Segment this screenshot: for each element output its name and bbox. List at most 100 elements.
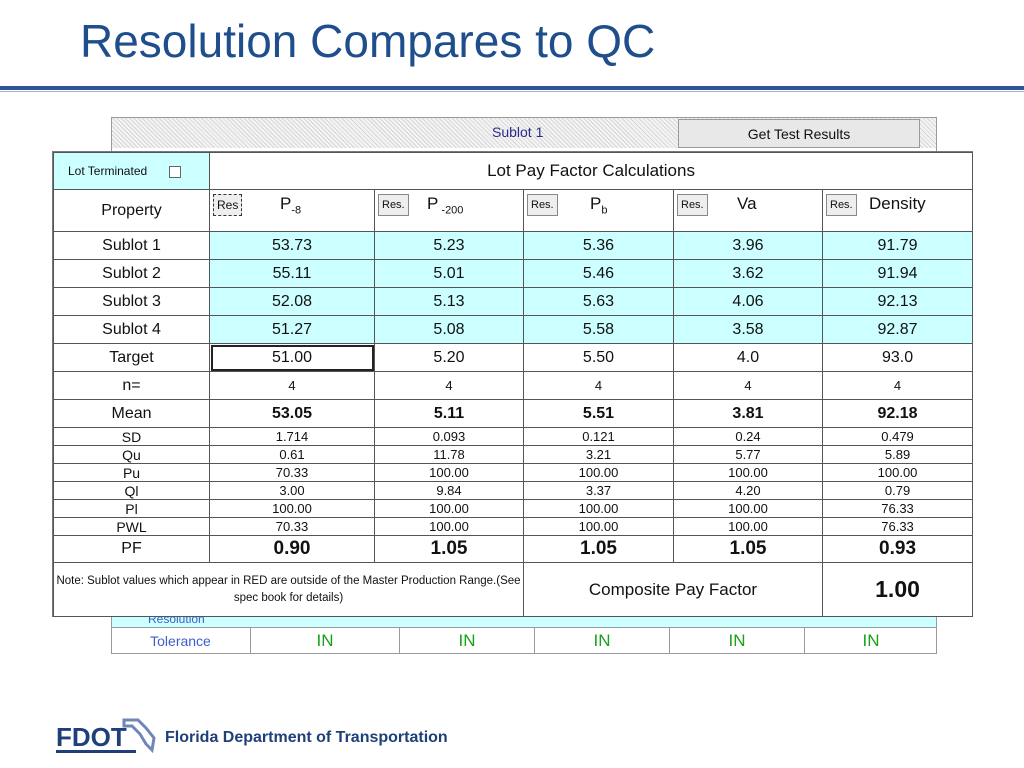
table-cell[interactable]: 91.79 (821, 231, 974, 260)
tolerance-value: IN (250, 628, 399, 654)
composite-pay-factor-value: 1.00 (821, 562, 974, 617)
table-cell[interactable]: 51.27 (209, 315, 375, 344)
table-cell[interactable]: 91.94 (821, 259, 974, 288)
row-label: Sublot 1 (53, 231, 210, 260)
table-row: Mean 53.05 5.11 5.51 3.81 92.18 (53, 399, 974, 428)
table-cell: 4 (673, 371, 823, 400)
table-cell[interactable]: 55.11 (209, 259, 375, 288)
logo-text: FDOT (56, 722, 127, 752)
composite-pay-factor-label: Composite Pay Factor (523, 562, 823, 617)
table-cell: 100.00 (523, 517, 674, 536)
table-row: Pl 100.00 100.00 100.00 100.00 76.33 (53, 499, 974, 518)
row-label: SD (53, 427, 210, 446)
lot-terminated-label: Lot Terminated (68, 164, 148, 178)
table-cell: 4 (523, 371, 674, 400)
column-header: Res. Pb (523, 189, 674, 232)
title-divider-thin (0, 91, 1024, 92)
table-cell[interactable]: 3.96 (673, 231, 823, 260)
row-label: Sublot 3 (53, 287, 210, 316)
table-cell[interactable]: 5.46 (523, 259, 674, 288)
row-label: Target (53, 343, 210, 372)
table-cell: 92.18 (821, 399, 974, 428)
lot-terminated-cell: Lot Terminated (53, 152, 210, 190)
row-label: PWL (53, 517, 210, 536)
res-button[interactable]: Res. (677, 194, 708, 216)
table-cell[interactable]: 5.36 (523, 231, 674, 260)
table-row: Sublot 2 55.11 5.01 5.46 3.62 91.94 (53, 259, 974, 288)
table-row: SD 1.714 0.093 0.121 0.24 0.479 (53, 427, 974, 446)
table-cell[interactable]: 93.0 (821, 343, 974, 372)
table-cell[interactable]: 3.58 (673, 315, 823, 344)
table-cell: 70.33 (209, 517, 375, 536)
res-button[interactable]: Res. (378, 194, 409, 216)
table-row: Ql 3.00 9.84 3.37 4.20 0.79 (53, 481, 974, 500)
table-cell: 4 (209, 371, 375, 400)
table-cell[interactable]: 5.50 (523, 343, 674, 372)
table-cell: 100.00 (374, 499, 524, 518)
table-cell: 100.00 (821, 463, 974, 482)
table-row: PWL 70.33 100.00 100.00 100.00 76.33 (53, 517, 974, 536)
table-cell: 0.479 (821, 427, 974, 446)
table-cell[interactable]: 51.00 (209, 343, 375, 372)
table-cell: 11.78 (374, 445, 524, 464)
table-row: Sublot 3 52.08 5.13 5.63 4.06 92.13 (53, 287, 974, 316)
fdot-logo: FDOT (56, 718, 156, 754)
table-cell[interactable]: 52.08 (209, 287, 375, 316)
table-cell: 53.05 (209, 399, 375, 428)
tolerance-value: IN (399, 628, 534, 654)
res-button[interactable]: Res. (527, 194, 558, 216)
column-label: Density (869, 194, 926, 213)
table-cell: 1.05 (374, 535, 524, 563)
table-cell[interactable]: 92.87 (821, 315, 974, 344)
table-row: Sublot 4 51.27 5.08 5.58 3.58 92.87 (53, 315, 974, 344)
table-cell[interactable]: 4.0 (673, 343, 823, 372)
table-cell[interactable]: 5.58 (523, 315, 674, 344)
table-cell[interactable]: 5.20 (374, 343, 524, 372)
table-cell: 100.00 (523, 463, 674, 482)
table-cell: 5.77 (673, 445, 823, 464)
sublot-label: Sublot 1 (492, 124, 544, 140)
composite-row: Note: Sublot values which appear in RED … (53, 562, 974, 617)
table-cell: 1.714 (209, 427, 375, 446)
column-header: Res. Va (673, 189, 823, 232)
res-button[interactable]: Res. (826, 194, 857, 216)
get-test-results-button[interactable]: Get Test Results (678, 119, 920, 148)
row-label: Mean (53, 399, 210, 428)
dialog-title: Lot Pay Factor Calculations (208, 152, 974, 190)
table-cell: 76.33 (821, 499, 974, 518)
table-cell[interactable]: 53.73 (209, 231, 375, 260)
table-cell: 3.37 (523, 481, 674, 500)
tolerance-row: Tolerance IN IN IN IN IN (112, 627, 936, 654)
table-row: PF 0.90 1.05 1.05 1.05 0.93 (53, 535, 974, 563)
column-label: P-8 (280, 194, 302, 217)
row-label: n= (53, 371, 210, 400)
table-cell[interactable]: 5.23 (374, 231, 524, 260)
column-label: Va (737, 194, 757, 213)
table-cell: 3.00 (209, 481, 375, 500)
table-cell: 70.33 (209, 463, 375, 482)
table-cell: 5.51 (523, 399, 674, 428)
table-cell: 0.79 (821, 481, 974, 500)
table-cell: 5.11 (374, 399, 524, 428)
table-cell[interactable]: 92.13 (821, 287, 974, 316)
table-cell[interactable]: 5.01 (374, 259, 524, 288)
table-cell: 100.00 (673, 499, 823, 518)
table-cell: 3.21 (523, 445, 674, 464)
column-label: Pb (590, 194, 608, 217)
table-cell: 76.33 (821, 517, 974, 536)
table-cell[interactable]: 4.06 (673, 287, 823, 316)
table-cell: 3.81 (673, 399, 823, 428)
res-button[interactable]: Res (213, 194, 243, 216)
column-header: Res. P -200 (374, 189, 524, 232)
table-cell[interactable]: 5.13 (374, 287, 524, 316)
table-row: n= 4 4 4 4 4 (53, 371, 974, 400)
slide-title: Resolution Compares to QC (80, 15, 656, 67)
row-label: Ql (53, 481, 210, 500)
table-cell[interactable]: 5.63 (523, 287, 674, 316)
table-cell[interactable]: 3.62 (673, 259, 823, 288)
table-cell: 0.90 (209, 535, 375, 563)
row-label: Pl (53, 499, 210, 518)
table-cell[interactable]: 5.08 (374, 315, 524, 344)
lot-terminated-checkbox[interactable] (168, 165, 181, 178)
table-cell: 1.05 (673, 535, 823, 563)
